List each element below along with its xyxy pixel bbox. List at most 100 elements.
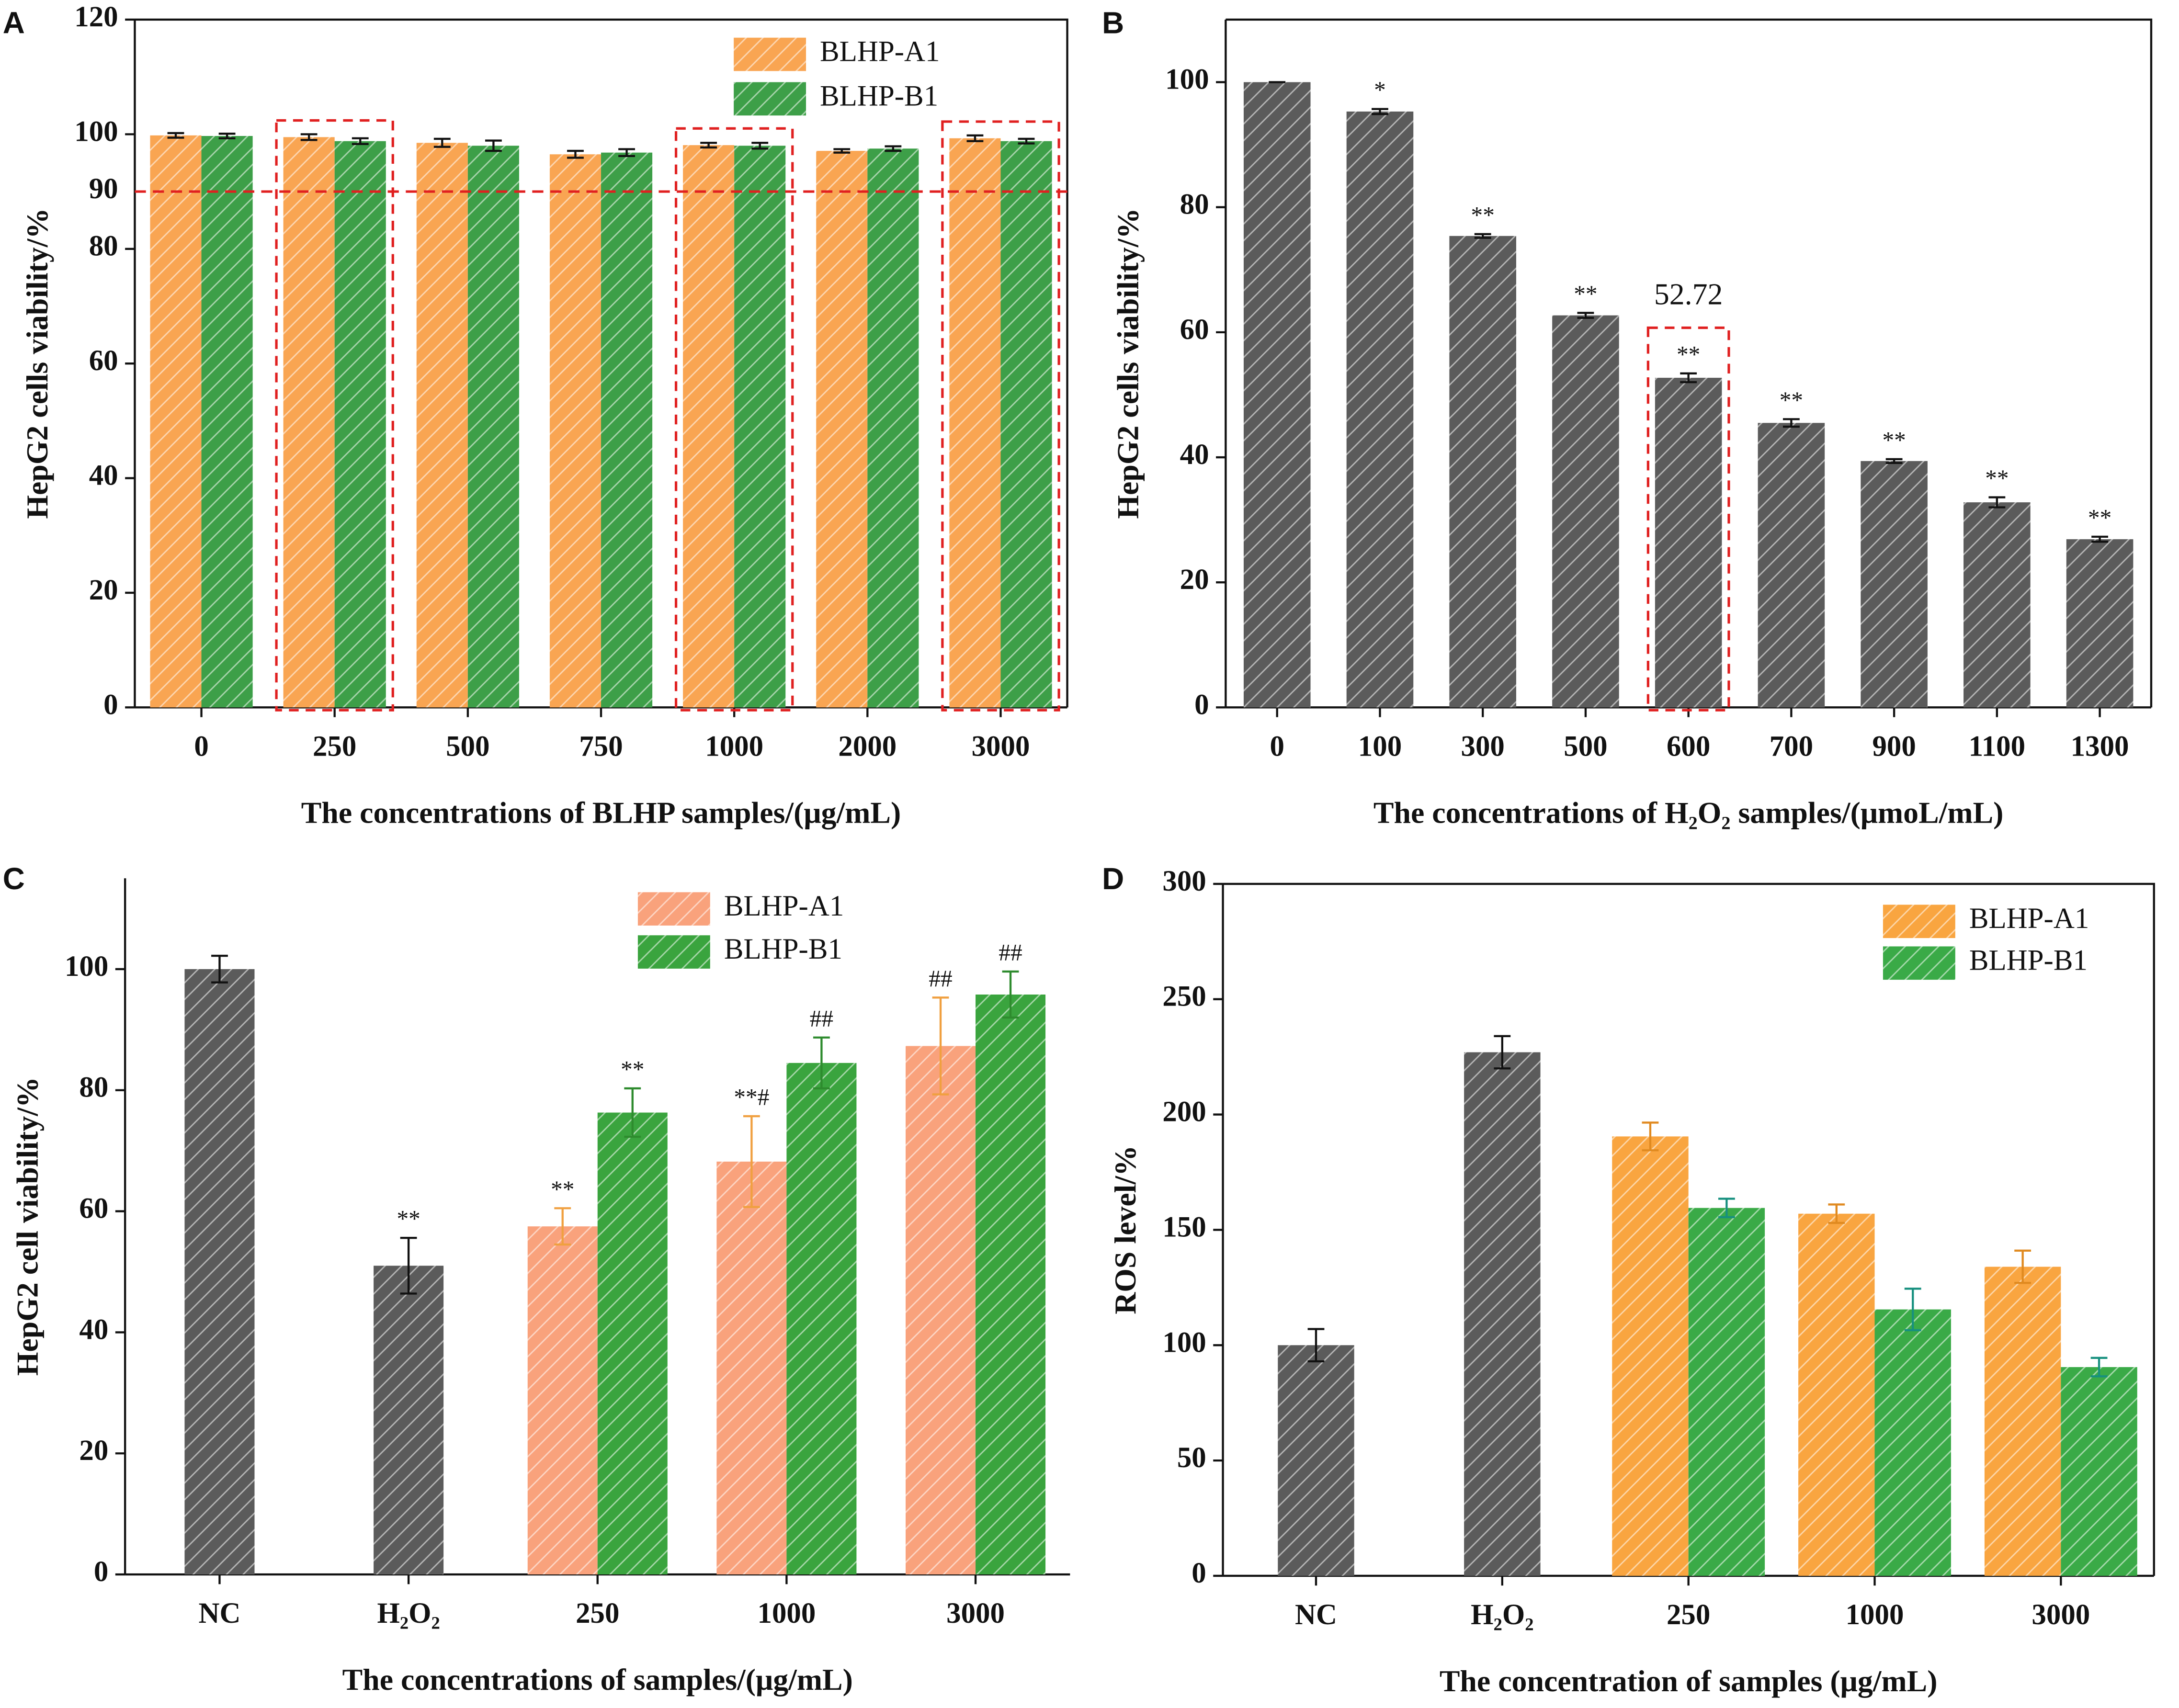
error-bar bbox=[2014, 1249, 2031, 1284]
reference-label: 90 bbox=[89, 173, 118, 205]
annotation: * bbox=[1374, 77, 1386, 103]
x-tick-label: 500 bbox=[1564, 730, 1607, 762]
error-bar bbox=[1307, 1328, 1325, 1363]
x-tick-label: 1100 bbox=[1969, 730, 2025, 762]
x-tick-label: 3000 bbox=[946, 1597, 1005, 1629]
error-bar bbox=[1642, 1121, 1659, 1152]
y-tick-label: 20 bbox=[79, 1435, 108, 1467]
bar bbox=[1963, 502, 2031, 708]
bar bbox=[601, 152, 653, 708]
highlight-box bbox=[275, 119, 394, 712]
x-tick-label: 1000 bbox=[1846, 1599, 1904, 1631]
highlight-box bbox=[941, 120, 1060, 712]
bar bbox=[283, 137, 335, 708]
bar bbox=[1688, 1208, 1765, 1576]
x-tick-label: H₂O₂ bbox=[377, 1597, 440, 1629]
error-bar bbox=[932, 996, 949, 1096]
legend-label: BLHP-A1 bbox=[724, 890, 844, 922]
frame bbox=[1223, 882, 2155, 1576]
legend-swatch bbox=[734, 82, 806, 116]
bar bbox=[1278, 1345, 1354, 1576]
error-bar bbox=[1680, 372, 1697, 384]
annotation: ** bbox=[1574, 281, 1597, 307]
bar bbox=[416, 143, 468, 708]
y-tick-label: 250 bbox=[1162, 981, 1206, 1013]
error-bar bbox=[300, 133, 318, 141]
y-tick-label: 0 bbox=[1192, 1557, 1206, 1589]
x-tick-label: 1000 bbox=[757, 1597, 816, 1629]
error-bar bbox=[567, 149, 584, 159]
y-tick-label: 0 bbox=[103, 689, 118, 721]
error-bar bbox=[167, 132, 184, 139]
bar bbox=[334, 141, 386, 708]
x-tick-label: NC bbox=[1295, 1599, 1337, 1631]
bar bbox=[1346, 111, 1414, 708]
error-bar bbox=[1372, 108, 1388, 115]
error-bar bbox=[433, 137, 451, 148]
error-bar bbox=[2090, 1357, 2108, 1378]
panel-letter: C bbox=[3, 861, 25, 896]
annotation: ** bbox=[1780, 387, 1803, 413]
y-tick-label: 200 bbox=[1162, 1096, 1206, 1128]
bar bbox=[1798, 1213, 1875, 1576]
y-tick-label: 60 bbox=[1180, 314, 1209, 346]
annotation: **# bbox=[734, 1084, 769, 1110]
error-bar bbox=[211, 954, 228, 984]
y-tick-label: 40 bbox=[79, 1313, 108, 1346]
x-axis-title: The concentrations of samples/(μg/mL) bbox=[342, 1663, 853, 1697]
bar bbox=[949, 138, 1001, 708]
bar bbox=[184, 969, 255, 1575]
bar bbox=[150, 135, 202, 708]
annotation: ** bbox=[551, 1176, 574, 1202]
annotation: ** bbox=[1882, 427, 1906, 453]
error-bar bbox=[624, 1087, 641, 1138]
y-axis-title: ROS level/% bbox=[1108, 1145, 1142, 1314]
error-bar bbox=[2091, 535, 2109, 543]
y-axis-title: HepG2 cells viability/% bbox=[1111, 208, 1145, 519]
x-tick-label: 250 bbox=[576, 1597, 619, 1629]
annotation: ** bbox=[397, 1206, 420, 1232]
x-tick-label: 300 bbox=[1461, 730, 1505, 762]
x-tick-label: 2000 bbox=[838, 730, 897, 762]
annotation: ** bbox=[1677, 341, 1700, 367]
panel-letter: B bbox=[1102, 5, 1124, 40]
y-tick-label: 100 bbox=[1162, 1326, 1206, 1358]
bar bbox=[1000, 141, 1052, 708]
bar bbox=[201, 136, 253, 708]
bar bbox=[1612, 1136, 1689, 1576]
bar bbox=[1874, 1309, 1951, 1576]
x-tick-label: 500 bbox=[446, 730, 489, 762]
y-tick-label: 50 bbox=[1177, 1442, 1206, 1474]
bar bbox=[976, 995, 1046, 1575]
bar bbox=[1758, 423, 1825, 708]
legend-label: BLHP-B1 bbox=[724, 933, 842, 965]
error-bar bbox=[1494, 1035, 1511, 1070]
bar bbox=[1449, 236, 1516, 708]
y-axis-title: HepG2 cell viability/% bbox=[10, 1077, 44, 1376]
error-bar bbox=[885, 145, 902, 152]
y-tick-label: 0 bbox=[1194, 689, 1209, 721]
bar bbox=[1984, 1267, 2061, 1576]
value-label: 52.72 bbox=[1654, 277, 1723, 311]
y-tick-label: 300 bbox=[1162, 865, 1206, 897]
bar bbox=[597, 1112, 668, 1575]
error-bar bbox=[700, 142, 717, 149]
annotation: ## bbox=[810, 1005, 833, 1031]
legend-swatch bbox=[734, 37, 806, 71]
annotation: ** bbox=[621, 1056, 644, 1082]
frame bbox=[1226, 18, 2153, 708]
y-axis-title: HepG2 cells viability/% bbox=[20, 208, 54, 519]
bar bbox=[1464, 1052, 1541, 1576]
bar bbox=[683, 145, 735, 708]
y-tick-label: 80 bbox=[89, 230, 118, 262]
bar bbox=[1861, 461, 1928, 708]
error-bar bbox=[218, 133, 236, 139]
annotation: ** bbox=[2088, 504, 2111, 531]
legend-label: BLHP-B1 bbox=[1969, 944, 2088, 976]
bar bbox=[2066, 539, 2134, 708]
annotation: ## bbox=[999, 939, 1022, 965]
bar bbox=[816, 151, 868, 708]
error-bar bbox=[1885, 458, 1903, 464]
